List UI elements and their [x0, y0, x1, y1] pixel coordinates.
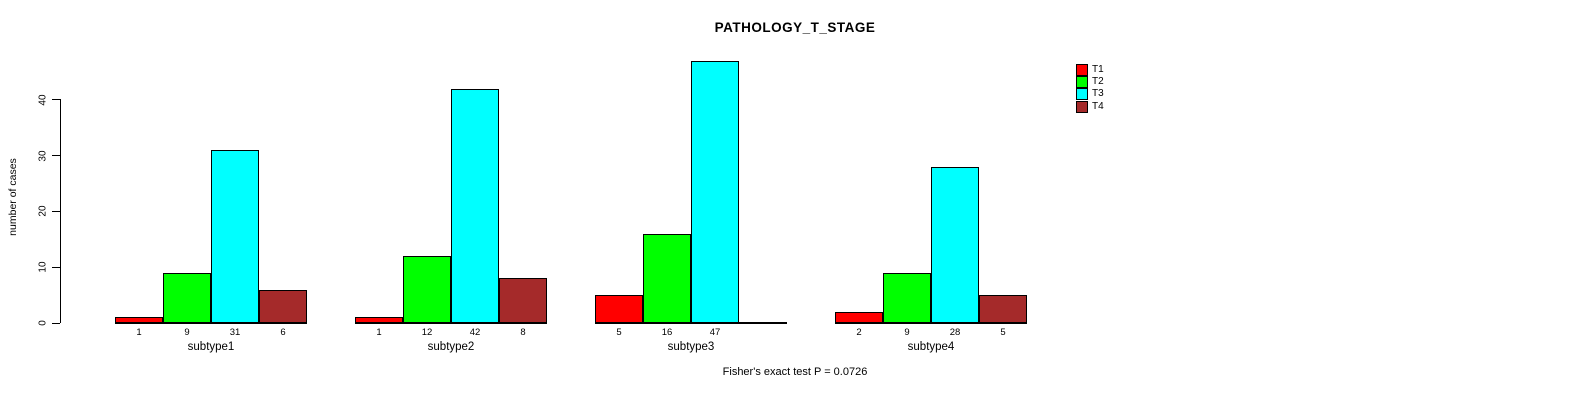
legend-row-T3: T3 [1076, 88, 1104, 101]
y-axis-title: number of cases [7, 158, 19, 236]
bar-value-label: 5 [1000, 327, 1006, 338]
bar-subtype2-T1 [355, 317, 403, 323]
bar-value-label: 12 [421, 327, 433, 338]
y-tick-mark [52, 155, 60, 157]
bar-subtype2-T3 [451, 89, 499, 323]
y-tick-mark [52, 322, 60, 324]
y-tick-label: 20 [37, 205, 49, 217]
bar-value-label: 8 [520, 327, 526, 338]
legend-row-T1: T1 [1076, 64, 1104, 77]
bar-value-label: 1 [136, 327, 142, 338]
fisher-test-annotation: Fisher's exact test P = 0.0726 [722, 366, 868, 378]
chart-title: PATHOLOGY_T_STAGE [714, 20, 876, 35]
bar-subtype4-T2 [883, 273, 931, 323]
bar-value-label: 47 [709, 327, 721, 338]
bar-value-label: 28 [949, 327, 961, 338]
bar-subtype4-T3 [931, 167, 979, 323]
bar-subtype2-T4 [499, 278, 547, 323]
bar-value-label: 42 [469, 327, 481, 338]
y-tick-label: 40 [37, 94, 49, 106]
bar-subtype3-T3 [691, 61, 739, 323]
legend-row-T4: T4 [1076, 100, 1104, 113]
bar-subtype3-T1 [595, 295, 643, 323]
legend-label: T2 [1092, 76, 1104, 88]
y-axis-line [60, 99, 61, 323]
bar-subtype1-T2 [163, 273, 211, 323]
bar-subtype3-T2 [643, 234, 691, 323]
bar-value-label: 31 [229, 327, 241, 338]
bar-value-label: 9 [904, 327, 910, 338]
bar-subtype2-T2 [403, 256, 451, 323]
bar-value-label: 1 [376, 327, 382, 338]
legend-swatch-T2 [1076, 76, 1088, 89]
bar-value-label: 5 [616, 327, 622, 338]
bar-subtype1-T1 [115, 317, 163, 323]
x-category-label-subtype2: subtype2 [427, 341, 475, 353]
legend-label: T3 [1092, 88, 1104, 100]
legend-row-T2: T2 [1076, 76, 1104, 89]
y-tick-label: 0 [37, 320, 49, 326]
bar-value-label: 16 [661, 327, 673, 338]
bar-subtype1-T4 [259, 290, 307, 323]
legend-swatch-T1 [1076, 64, 1088, 77]
bar-value-label: 2 [856, 327, 862, 338]
bar-value-label: 9 [184, 327, 190, 338]
bar-subtype4-T1 [835, 312, 883, 323]
legend-swatch-T4 [1076, 100, 1088, 113]
legend-label: T1 [1092, 64, 1104, 76]
legend: T1 T2 T3 T4 [1076, 64, 1104, 113]
x-category-label-subtype3: subtype3 [667, 341, 715, 353]
y-tick-label: 10 [37, 261, 49, 273]
legend-swatch-T3 [1076, 88, 1088, 101]
bar-subtype4-T4 [979, 295, 1027, 323]
y-tick-mark [52, 99, 60, 101]
legend-label: T4 [1092, 100, 1104, 112]
x-category-label-subtype1: subtype1 [187, 341, 235, 353]
y-tick-mark [52, 210, 60, 212]
bar-subtype1-T3 [211, 150, 259, 323]
y-tick-label: 30 [37, 150, 49, 162]
bar-value-label: 6 [280, 327, 286, 338]
y-tick-mark [52, 266, 60, 268]
x-category-label-subtype4: subtype4 [907, 341, 955, 353]
